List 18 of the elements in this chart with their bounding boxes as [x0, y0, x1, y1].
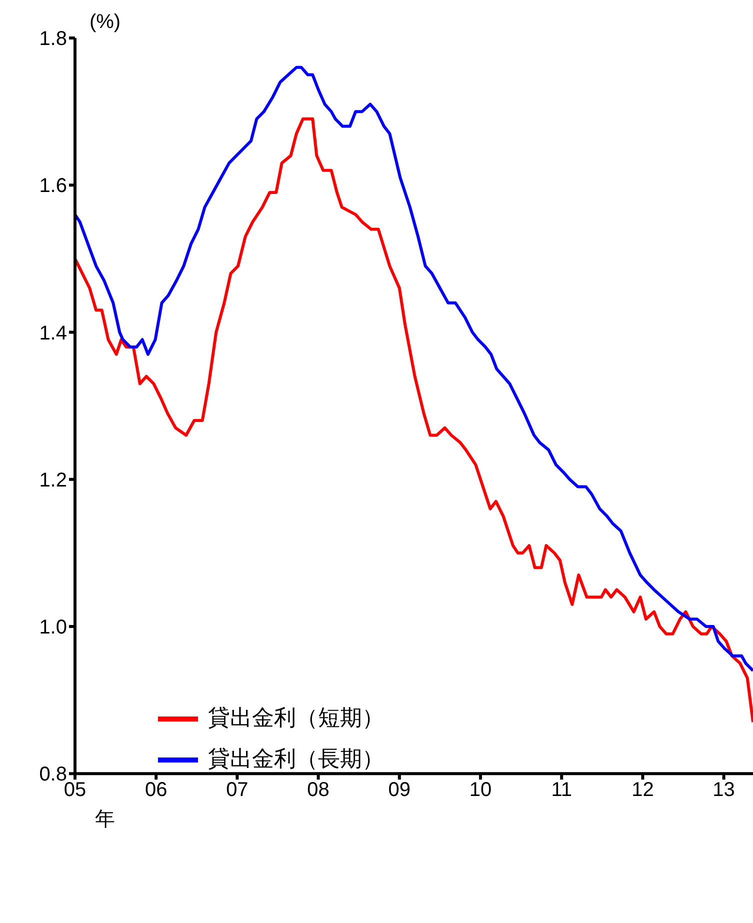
- y-tick-label: 1.8: [39, 28, 67, 50]
- x-tick-label: 07: [226, 778, 248, 801]
- x-tick-label: 06: [144, 778, 168, 801]
- x-tick-label: 11: [551, 778, 572, 801]
- x-tick-label: 13: [712, 778, 735, 801]
- y-tick-label: 1.0: [39, 616, 67, 639]
- y-tick-label: 1.4: [39, 322, 67, 344]
- legend-label: 貸出金利（長期）: [208, 746, 384, 772]
- legend-label: 貸出金利（短期）: [208, 705, 384, 730]
- line-series: [75, 66, 753, 672]
- x-tick-label: 10: [469, 778, 492, 801]
- x-tick-label: 08: [307, 778, 330, 801]
- x-tick-label: 12: [632, 778, 654, 801]
- y-tick-label: 1.2: [39, 469, 67, 492]
- y-axis-title: (%): [89, 11, 121, 33]
- y-tick-label: 1.6: [39, 175, 67, 198]
- x-axis-title: 年: [95, 808, 115, 831]
- x-tick-label: 09: [388, 778, 411, 801]
